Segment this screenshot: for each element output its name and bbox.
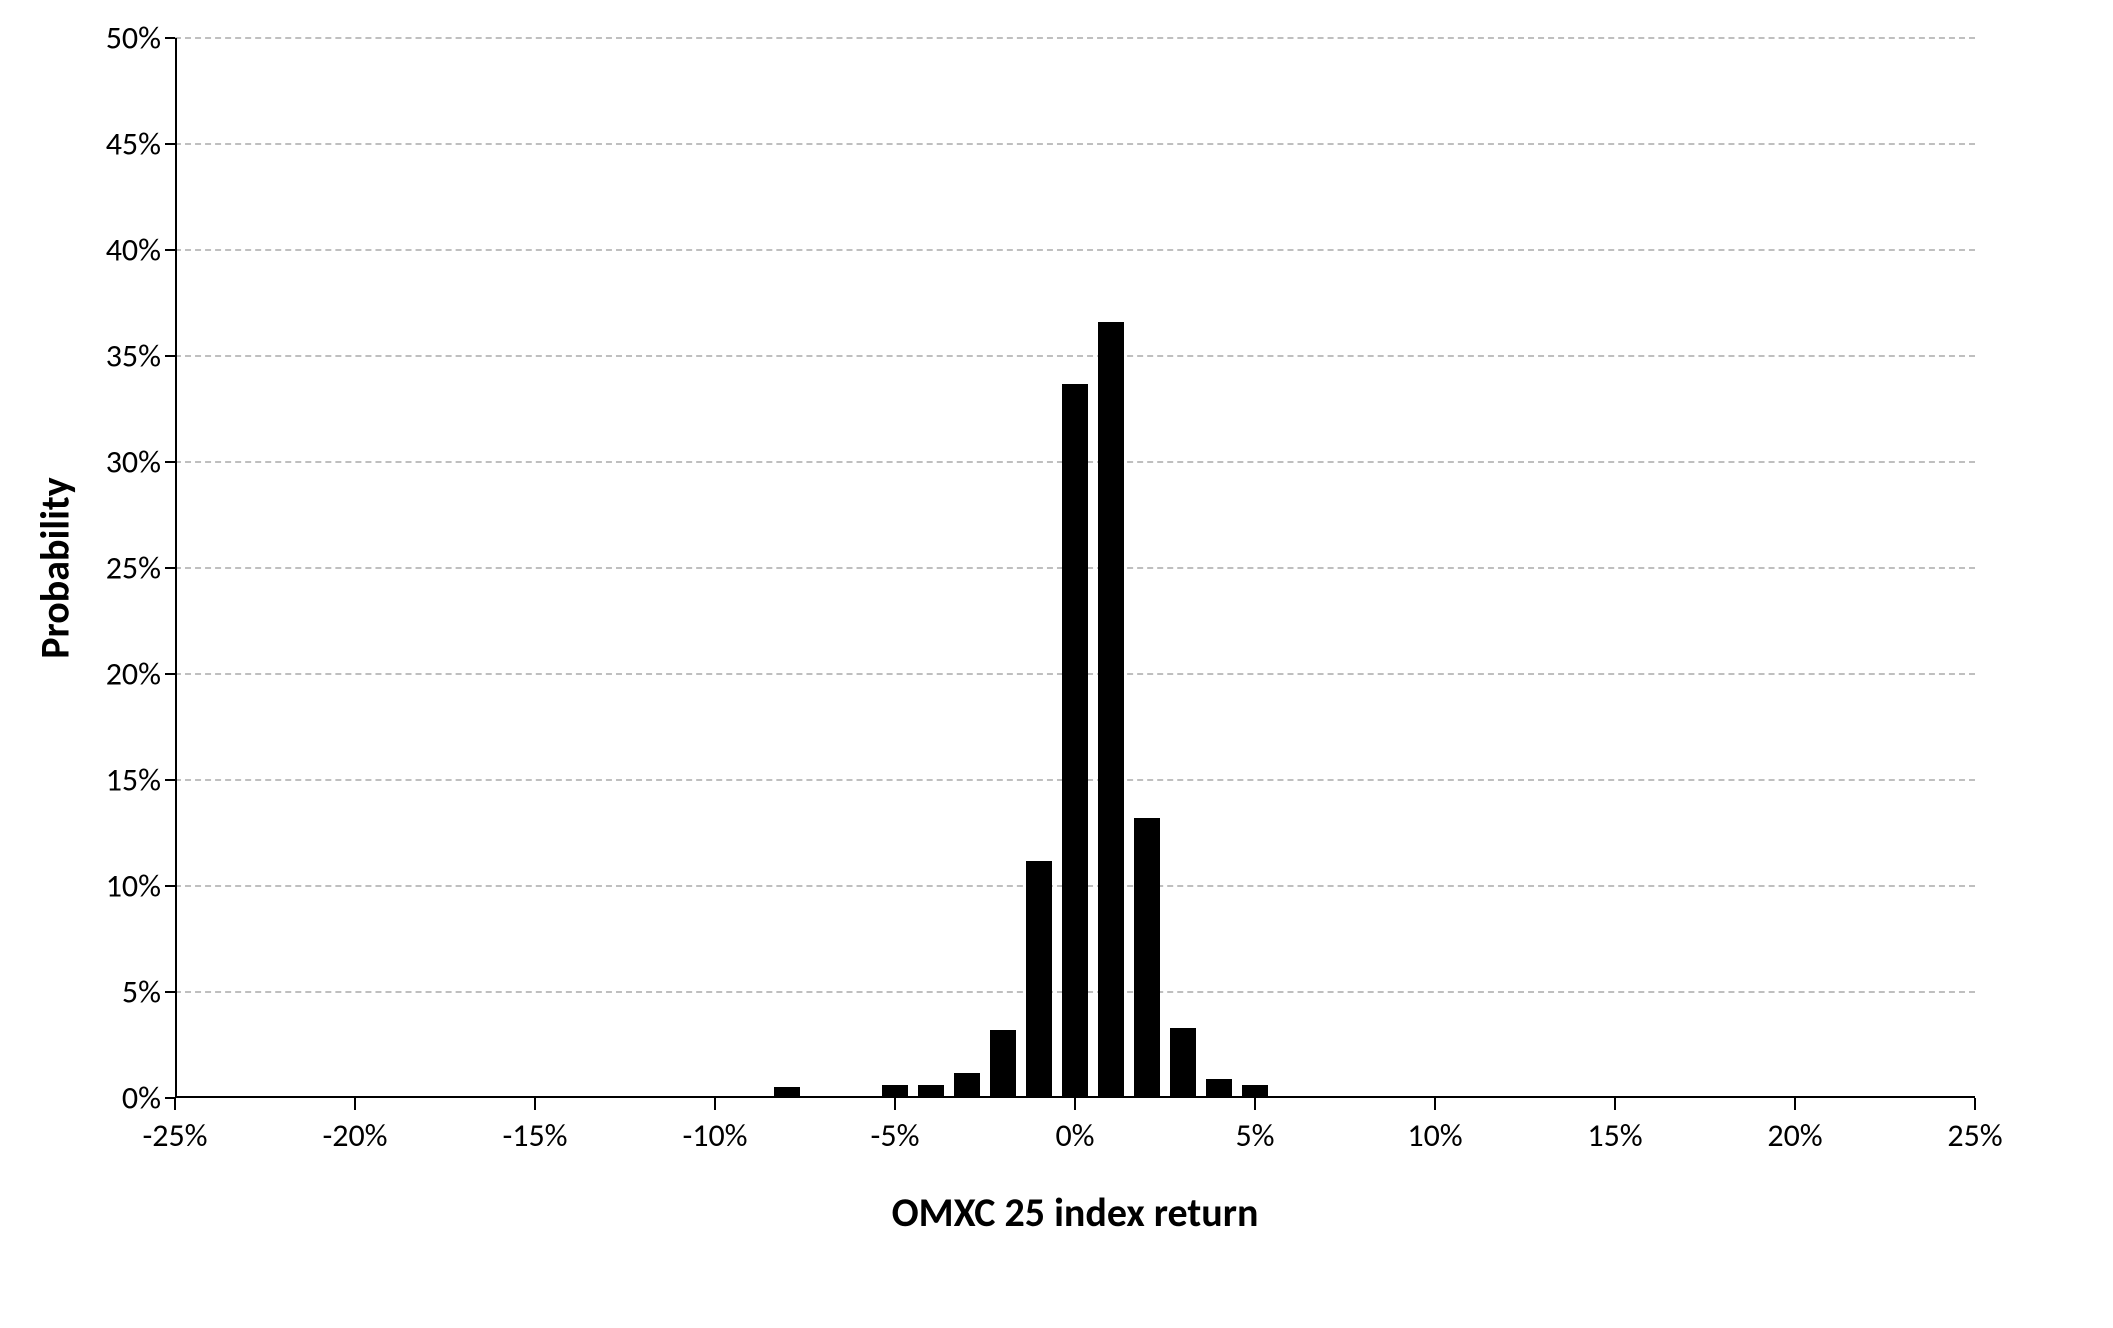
x-tick-mark bbox=[174, 1098, 176, 1110]
x-tick-mark bbox=[1794, 1098, 1796, 1110]
histogram-bar bbox=[1062, 384, 1087, 1098]
plot-area: 0%5%10%15%20%25%30%35%40%45%50%-25%-20%-… bbox=[175, 38, 1975, 1098]
x-tick-mark bbox=[1074, 1098, 1076, 1110]
y-tick-mark bbox=[165, 567, 175, 569]
gridline bbox=[175, 143, 1975, 145]
x-axis-line bbox=[175, 1096, 1975, 1098]
y-axis-line bbox=[175, 38, 177, 1098]
y-tick-mark bbox=[165, 37, 175, 39]
x-tick-mark bbox=[534, 1098, 536, 1110]
gridline bbox=[175, 355, 1975, 357]
x-axis-title: OMXC 25 index return bbox=[892, 1188, 1259, 1237]
y-tick-mark bbox=[165, 779, 175, 781]
y-tick-mark bbox=[165, 991, 175, 993]
histogram-bar bbox=[1134, 818, 1159, 1098]
histogram-bar bbox=[990, 1030, 1015, 1098]
y-tick-mark bbox=[165, 461, 175, 463]
y-tick-mark bbox=[165, 673, 175, 675]
x-tick-mark bbox=[354, 1098, 356, 1110]
x-tick-mark bbox=[1614, 1098, 1616, 1110]
y-axis-title: Probability bbox=[31, 477, 80, 658]
y-tick-mark bbox=[165, 249, 175, 251]
histogram-bar bbox=[1098, 322, 1123, 1098]
histogram-bar bbox=[954, 1073, 979, 1098]
histogram-chart: 0%5%10%15%20%25%30%35%40%45%50%-25%-20%-… bbox=[0, 0, 2113, 1328]
histogram-bar bbox=[1026, 861, 1051, 1098]
y-tick-mark bbox=[165, 885, 175, 887]
histogram-bar bbox=[1170, 1028, 1195, 1098]
x-tick-mark bbox=[894, 1098, 896, 1110]
x-tick-mark bbox=[1254, 1098, 1256, 1110]
x-tick-mark bbox=[1974, 1098, 1976, 1110]
y-tick-mark bbox=[165, 355, 175, 357]
x-tick-mark bbox=[1434, 1098, 1436, 1110]
x-tick-mark bbox=[714, 1098, 716, 1110]
y-tick-mark bbox=[165, 143, 175, 145]
gridline bbox=[175, 37, 1975, 39]
gridline bbox=[175, 249, 1975, 251]
